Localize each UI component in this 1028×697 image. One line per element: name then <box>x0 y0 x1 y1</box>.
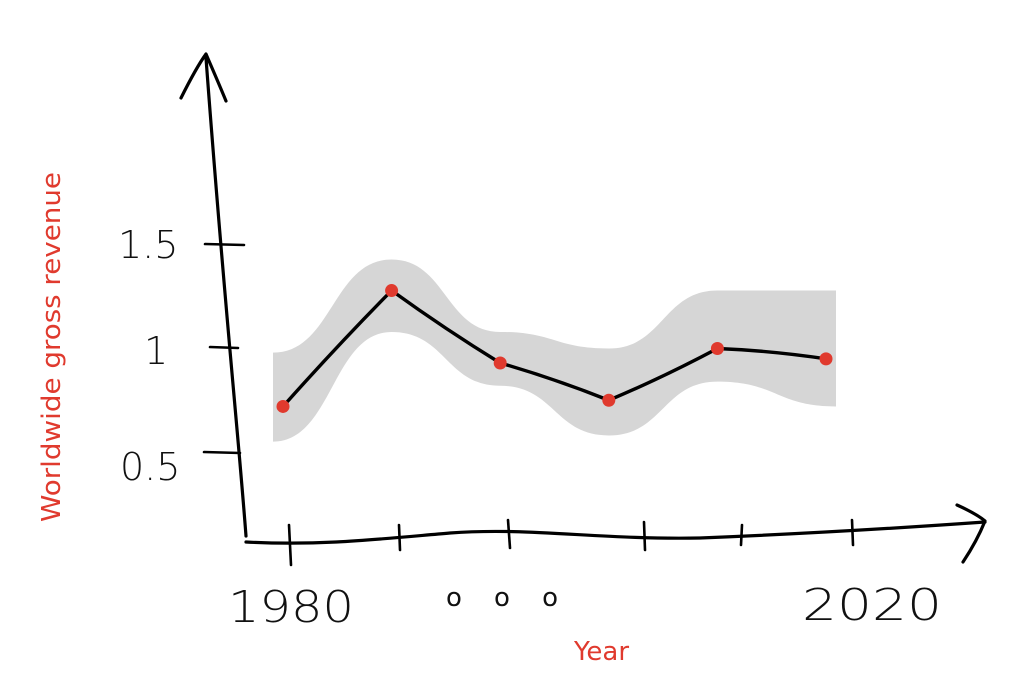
y-tick-label-1.5: 1.5 <box>118 223 178 267</box>
x-tick-label-start: 1980 <box>228 582 354 633</box>
x-tick <box>287 523 293 567</box>
y-tick-label-0.5: 0.5 <box>120 445 180 489</box>
x-tick <box>739 523 744 547</box>
y-tick-1.5 <box>203 242 246 247</box>
x-axis-ellipsis: o o o <box>446 583 558 613</box>
y-tick-0.5 <box>202 450 242 455</box>
data-point <box>385 284 399 298</box>
data-point <box>276 399 290 413</box>
data-point <box>602 393 616 407</box>
y-tick-label-1: 1 <box>144 329 168 373</box>
y-axis-arrowhead <box>179 52 228 103</box>
data-point <box>819 352 833 366</box>
y-axis <box>204 56 248 538</box>
data-point <box>710 342 724 355</box>
x-axis-arrowhead <box>955 503 987 564</box>
y-tick-1 <box>208 345 240 350</box>
data-point <box>493 356 507 370</box>
x-tick <box>506 518 512 550</box>
x-axis <box>244 520 987 545</box>
series-line <box>281 288 828 409</box>
x-tick <box>397 523 402 552</box>
x-tick-label-end: 2020 <box>802 580 942 631</box>
x-axis-label: Year <box>573 637 629 667</box>
x-tick <box>642 520 647 552</box>
x-tick <box>850 518 855 547</box>
y-axis-label: Worldwide gross revenue <box>37 172 67 522</box>
data-points <box>276 284 833 413</box>
